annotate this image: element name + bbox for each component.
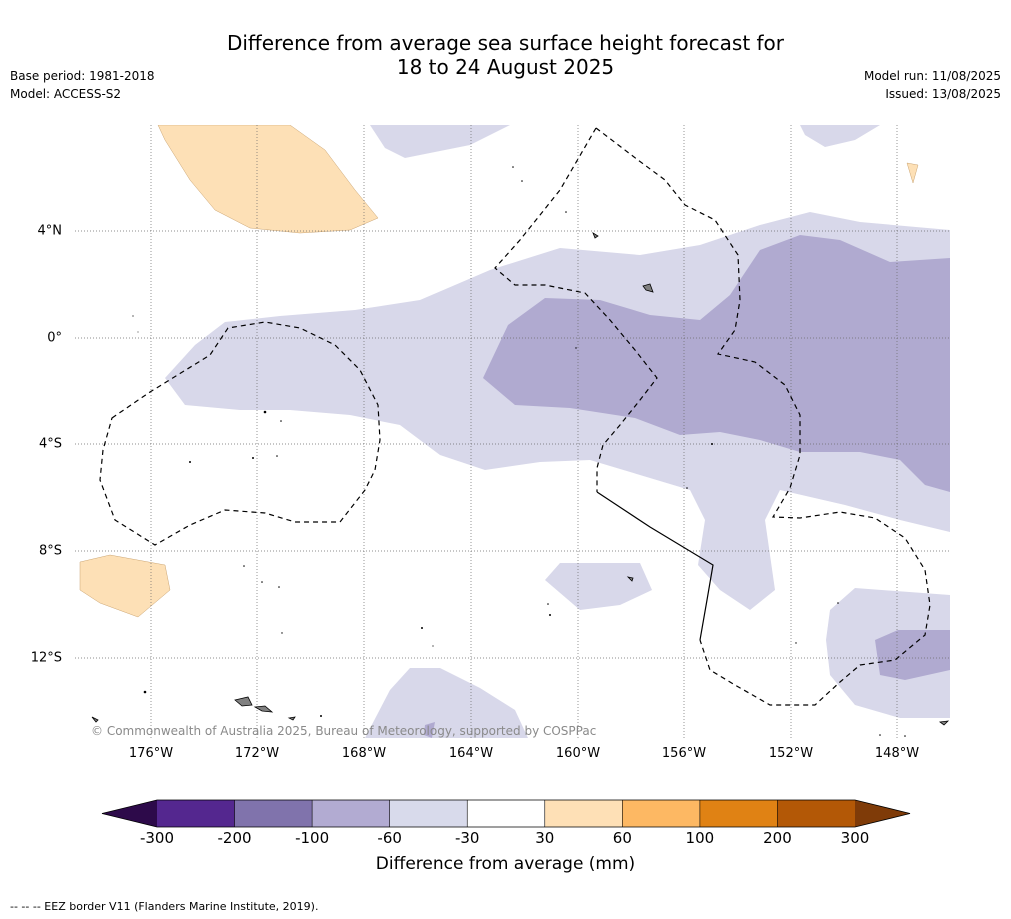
colorbar-tick-label: -300	[139, 829, 175, 847]
colorbar-outline	[101, 799, 911, 828]
meta-right: Model run: 11/08/2025 Issued: 13/08/2025	[864, 67, 1001, 103]
graticule	[75, 125, 950, 738]
colorbar-tick-label: 100	[685, 829, 715, 847]
colorbar-tick-label: -30	[454, 829, 480, 847]
colorbar-tick-label: -100	[295, 829, 330, 847]
lon-label: 156°W	[661, 746, 707, 761]
colorbar-tick-label: -60	[377, 829, 402, 847]
colorbar-segment	[312, 800, 390, 827]
colorbar-extend-high	[855, 800, 910, 827]
meta-left: Base period: 1981-2018 Model: ACCESS-S2	[10, 67, 155, 103]
lon-label: 164°W	[448, 746, 494, 761]
anomaly-light-orange	[79, 125, 919, 618]
colorbar-tick-label: -200	[217, 829, 252, 847]
lat-label: 4°N	[37, 223, 63, 239]
islands	[91, 232, 950, 726]
copyright-credit: © Commonwealth of Australia 2025, Bureau…	[91, 724, 597, 738]
colorbar-tick-label: 300	[840, 829, 870, 847]
lon-label: 152°W	[768, 746, 814, 761]
lat-label: 0°	[47, 330, 62, 346]
map-title: Difference from average sea surface heig…	[0, 31, 1011, 79]
colorbar-segment	[777, 800, 855, 827]
lon-label: 172°W	[234, 746, 280, 761]
colorbar-segment	[389, 800, 468, 827]
lon-label: 168°W	[341, 746, 387, 761]
eez-footnote: -- -- -- EEZ border V11 (Flanders Marine…	[10, 900, 319, 913]
colorbar-segment	[467, 800, 545, 827]
colorbar-segment	[699, 800, 778, 827]
colorbar-tick-label: 30	[535, 829, 555, 847]
eez-solid-border	[596, 491, 714, 641]
colorbar-segment	[544, 800, 623, 827]
colorbar-title: Difference from average (mm)	[375, 854, 636, 874]
map-plot-area	[75, 125, 950, 738]
lat-label: 12°S	[30, 650, 62, 666]
model-run: Model run: 11/08/2025	[863, 69, 1001, 83]
model-name: Model: ACCESS-S2	[10, 87, 122, 101]
small-islets	[132, 166, 906, 737]
colorbar-segment	[157, 800, 235, 827]
colorbar-segment	[234, 800, 313, 827]
lon-label: 176°W	[128, 746, 174, 761]
anomaly-medium-purple	[424, 235, 950, 738]
colorbar-segment	[622, 800, 700, 827]
colorbar-extend-low	[102, 800, 157, 827]
lon-label: 148°W	[874, 746, 920, 761]
lat-label: 4°S	[38, 436, 62, 452]
eez-borders	[99, 127, 931, 706]
colorbar-tick-label: 60	[612, 829, 632, 847]
lat-label: 8°S	[38, 543, 62, 559]
colorbar-tick-label: 200	[763, 829, 792, 847]
lon-label: 160°W	[555, 746, 601, 761]
title-line-1: Difference from average sea surface heig…	[226, 31, 785, 55]
title-line-2: 18 to 24 August 2025	[396, 55, 615, 79]
base-period: Base period: 1981-2018	[10, 69, 155, 83]
issued-date: Issued: 13/08/2025	[885, 87, 1001, 101]
colorbar	[101, 799, 911, 828]
